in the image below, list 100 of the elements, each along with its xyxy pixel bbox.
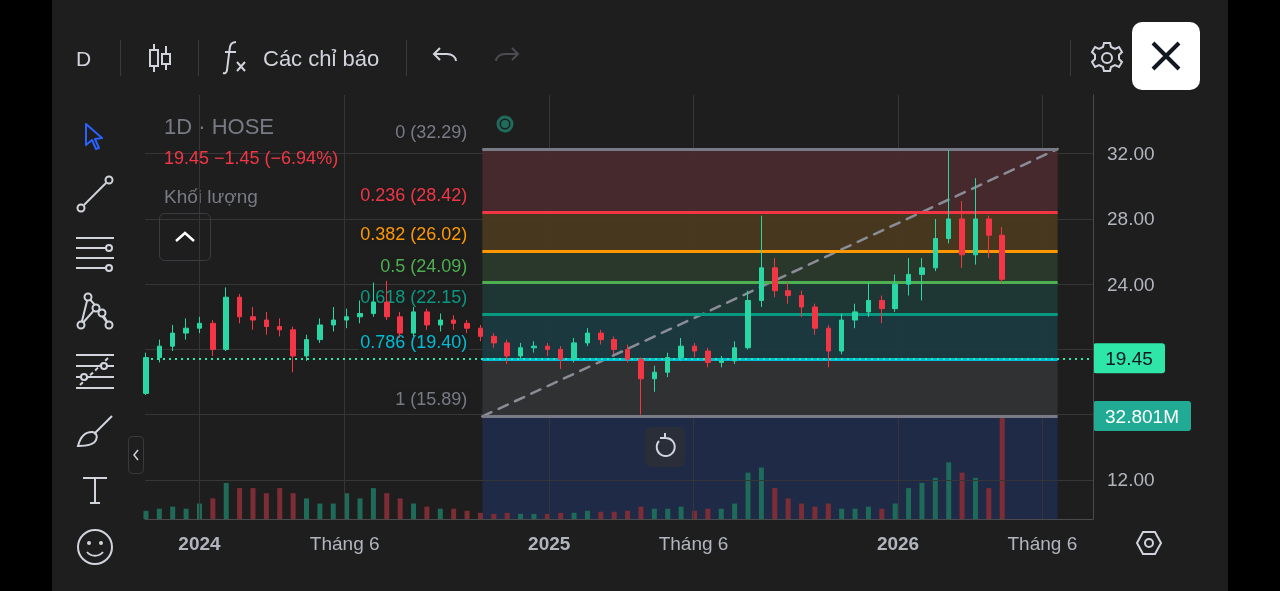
bar (584, 510, 590, 519)
candlestick (812, 303, 818, 336)
bar (370, 488, 376, 519)
candlestick (250, 306, 256, 331)
candlestick (611, 335, 617, 355)
bar (384, 493, 390, 519)
candlestick (906, 257, 911, 297)
bar (758, 467, 764, 519)
bar (357, 498, 363, 519)
candlestick (585, 327, 590, 347)
bar (518, 513, 524, 519)
bar (718, 508, 724, 519)
bar (839, 508, 845, 519)
candlestick (331, 306, 336, 332)
bar (290, 493, 296, 519)
candlestick (304, 334, 309, 362)
bar (411, 503, 417, 519)
candlestick (464, 319, 470, 334)
bar (250, 488, 256, 519)
candlestick (531, 340, 537, 354)
bar (437, 508, 443, 519)
bar (397, 498, 403, 519)
bar (277, 488, 283, 519)
ref-line-label: 1 (15.89) (395, 389, 468, 410)
candlestick (504, 339, 510, 365)
bar (745, 472, 751, 519)
candlestick (772, 257, 778, 298)
bar (678, 506, 684, 519)
x-tick-label: Tháng 6 (309, 533, 380, 554)
candlestick (478, 324, 483, 342)
bar (156, 508, 162, 519)
y-tick-label: 24.00 (1107, 273, 1155, 295)
bar (598, 511, 604, 519)
bar (732, 503, 738, 519)
candlestick (986, 215, 992, 259)
bar (999, 416, 1005, 519)
bar (504, 512, 510, 519)
candlestick (719, 355, 724, 368)
bar (424, 506, 430, 519)
bar (571, 512, 577, 519)
candlestick (638, 357, 644, 416)
bar (919, 482, 925, 519)
bar (852, 508, 858, 519)
bar (143, 510, 149, 519)
y-tick-label: 32.00 (1107, 143, 1155, 165)
candlestick (678, 337, 684, 362)
text: D (76, 46, 92, 70)
bar (825, 503, 831, 519)
candlestick (665, 352, 670, 378)
candlestick (491, 332, 497, 349)
x-tick-label: Tháng 6 (658, 533, 729, 554)
text: 32.801M (1105, 405, 1179, 427)
bar (237, 488, 243, 519)
candlestick (143, 352, 149, 396)
candlestick (892, 273, 898, 313)
x-tick-label: 2026 (876, 533, 920, 554)
x-tick-label: Tháng 6 (1007, 533, 1078, 554)
candlestick (946, 149, 951, 244)
candlestick (879, 295, 885, 324)
candlestick (973, 177, 978, 266)
bar (986, 488, 992, 519)
bar (317, 503, 323, 519)
bar (972, 477, 978, 519)
candlestick (411, 306, 416, 337)
bar (799, 503, 805, 519)
candlestick (692, 342, 697, 359)
bar (785, 498, 791, 519)
candlestick (197, 316, 202, 334)
candlestick (625, 344, 630, 363)
x-tick-label: 2025 (528, 533, 571, 554)
ref-line-label: 0.236 (28.42) (360, 185, 468, 206)
candlestick (705, 347, 711, 368)
text: 19.45 −1.45 (−6.94%) (164, 148, 339, 168)
candlestick (545, 342, 550, 357)
candlestick (919, 257, 925, 301)
bar (491, 513, 497, 519)
candlestick (866, 282, 871, 318)
bar (879, 508, 885, 519)
candlestick (732, 340, 737, 365)
candlestick (277, 317, 282, 337)
candlestick (290, 326, 296, 373)
bar (638, 506, 644, 519)
bar (932, 477, 938, 519)
bar (946, 462, 952, 519)
y-tick-label: 28.00 (1107, 208, 1155, 230)
candlestick (571, 337, 577, 363)
candlestick (558, 345, 563, 370)
bar (812, 506, 818, 519)
bar (170, 506, 176, 519)
candlestick (237, 293, 242, 324)
candlestick (317, 317, 323, 344)
candlestick (852, 303, 858, 329)
candlestick (424, 308, 430, 331)
bar (865, 506, 871, 519)
bar (210, 498, 216, 519)
candlestick (264, 311, 269, 336)
bar (611, 511, 617, 519)
bar (705, 508, 711, 519)
bar (651, 508, 657, 519)
candlestick (799, 290, 804, 318)
